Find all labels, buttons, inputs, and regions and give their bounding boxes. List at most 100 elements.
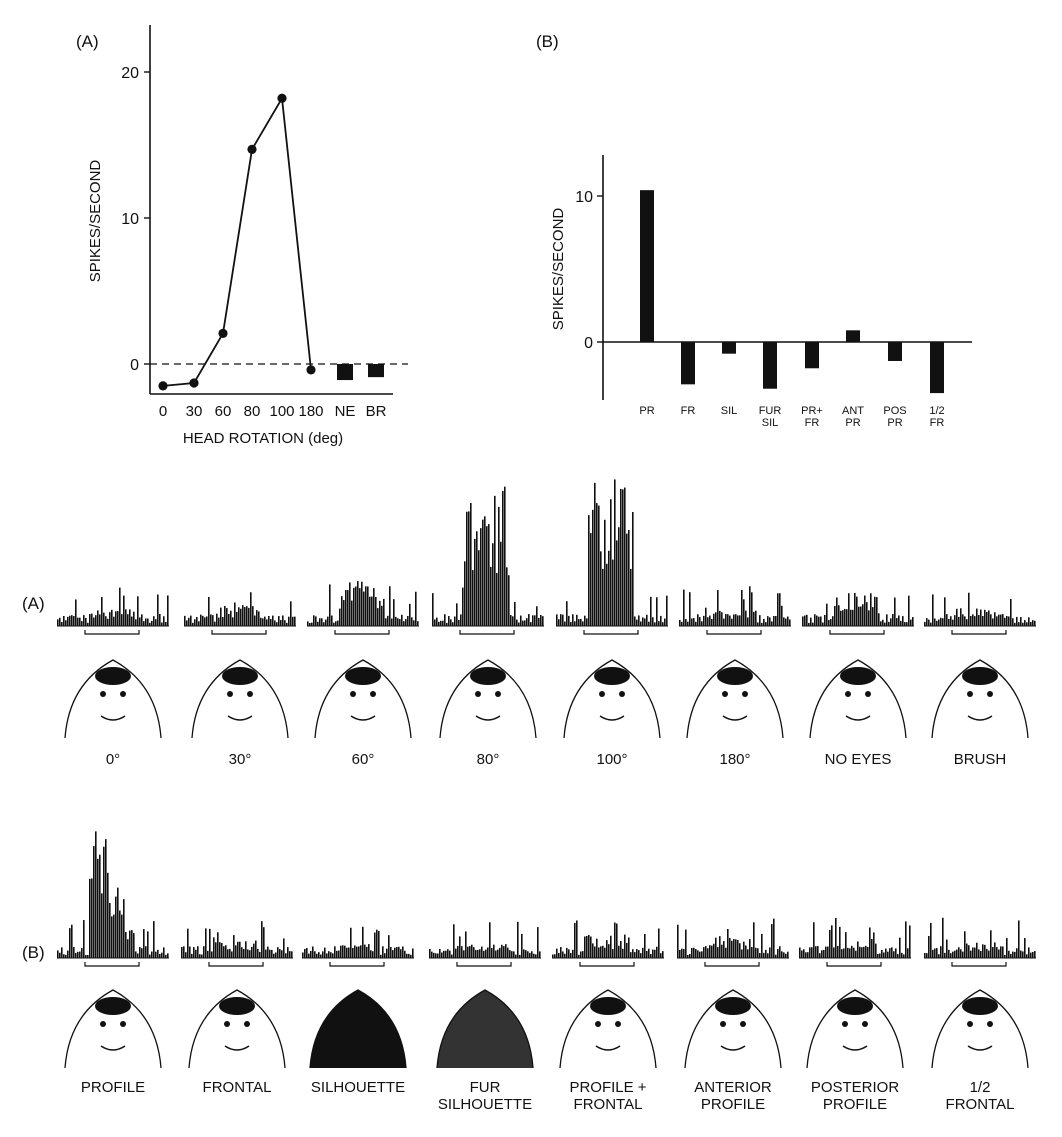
condition-label: PROFILE bbox=[823, 1096, 887, 1113]
histogram-bin bbox=[787, 951, 789, 958]
histogram-bin bbox=[990, 614, 992, 626]
head-rotation-line-chart: (A) 0 10 20 SPIKES/SECOND 0 30 60 80 100 180 NE BR HE… bbox=[76, 25, 408, 447]
stimulus-mouth bbox=[227, 715, 253, 721]
stimulus-fur-patch bbox=[95, 997, 131, 1015]
histogram-bin bbox=[572, 614, 574, 626]
histogram-bin bbox=[650, 596, 652, 626]
histogram-bin bbox=[873, 932, 875, 958]
stimulus-eye bbox=[720, 1021, 726, 1027]
histogram-bin bbox=[833, 947, 835, 958]
histogram-bin bbox=[586, 618, 588, 626]
histogram-bin bbox=[777, 949, 779, 958]
stimulus-mouth bbox=[967, 715, 993, 721]
histogram-bin bbox=[677, 924, 679, 958]
histogram-bin bbox=[370, 950, 372, 958]
histogram-bin bbox=[125, 609, 127, 626]
histogram-bin bbox=[630, 568, 632, 626]
histogram-bin bbox=[594, 946, 596, 958]
stimulus-image bbox=[559, 989, 657, 1069]
stimulus-bracket bbox=[211, 630, 267, 635]
stimulus-fur-patch bbox=[95, 667, 131, 685]
histogram-bin bbox=[129, 930, 131, 958]
histogram-bin bbox=[606, 563, 608, 626]
histogram-bin bbox=[442, 620, 444, 626]
histogram-bin bbox=[761, 933, 763, 958]
histogram-bin bbox=[845, 932, 847, 958]
histogram-bin bbox=[236, 611, 238, 626]
histogram-bin bbox=[753, 611, 755, 626]
histogram-bin bbox=[376, 929, 378, 958]
histogram-bin bbox=[515, 954, 517, 958]
histogram-bin bbox=[592, 509, 594, 626]
x-tick-label: 80 bbox=[244, 403, 261, 420]
histogram-bin bbox=[751, 592, 753, 626]
histogram-bin bbox=[403, 621, 405, 626]
histogram-bin bbox=[954, 950, 956, 958]
condition-label: PROFILE + bbox=[569, 1079, 646, 1096]
x-tick-label: BR bbox=[366, 403, 387, 420]
histogram-bin bbox=[530, 622, 532, 626]
histogram-bin bbox=[336, 950, 338, 958]
histogram-bin bbox=[938, 619, 940, 626]
histogram-bin bbox=[658, 928, 660, 958]
stimulus-mouth bbox=[100, 715, 126, 721]
histogram-bin bbox=[757, 622, 759, 626]
histogram-bin bbox=[503, 946, 505, 958]
histogram-bin bbox=[391, 618, 393, 626]
histogram-bin bbox=[699, 617, 701, 626]
histogram-bin bbox=[260, 617, 262, 626]
histogram-bin bbox=[743, 941, 745, 958]
histogram-bin bbox=[344, 945, 346, 958]
histogram-bin bbox=[429, 948, 431, 958]
histogram-bin bbox=[488, 524, 490, 626]
condition-label: ANTERIOR bbox=[694, 1079, 772, 1096]
histogram-bin bbox=[946, 614, 948, 626]
stimulus-outline bbox=[684, 989, 782, 1069]
histogram-bin bbox=[153, 616, 155, 626]
histogram-bin bbox=[934, 618, 936, 626]
histogram-bin bbox=[107, 872, 109, 958]
histogram-bin bbox=[860, 606, 862, 626]
histogram-bin bbox=[525, 950, 527, 958]
histogram-bin bbox=[512, 616, 514, 626]
condition-label: FRONTAL bbox=[946, 1096, 1015, 1113]
histogram-bin bbox=[976, 942, 978, 958]
histogram-bin bbox=[1014, 622, 1016, 626]
x-tick-label: 30 bbox=[186, 403, 203, 420]
histogram-bin bbox=[906, 622, 908, 626]
histogram-bin bbox=[348, 947, 350, 958]
histogram-bin bbox=[447, 949, 449, 958]
histogram-bin bbox=[165, 954, 167, 958]
histogram-bin bbox=[289, 951, 291, 958]
histogram-bin bbox=[962, 951, 964, 958]
histogram-bin bbox=[323, 622, 325, 626]
histogram-bin bbox=[256, 610, 258, 626]
histogram-bin bbox=[908, 595, 910, 626]
stimulus-mouth bbox=[100, 1045, 126, 1051]
stimulus-eye bbox=[742, 691, 748, 697]
histogram-bin bbox=[159, 953, 161, 958]
histogram-bin bbox=[147, 618, 149, 626]
stimulus-histogram-row: (B)PROFILE FRONTAL SILHOUETTE FURSILHOUETTE… bbox=[22, 831, 1036, 1113]
histogram-bin bbox=[863, 946, 865, 958]
stimulus-mouth bbox=[595, 1045, 621, 1051]
histogram-bin bbox=[459, 936, 461, 958]
histogram-bin bbox=[315, 616, 317, 626]
histogram-bin bbox=[753, 922, 755, 958]
histogram-bin bbox=[606, 940, 608, 958]
histogram-bin bbox=[703, 947, 705, 958]
histogram-bin bbox=[334, 946, 336, 958]
histogram-bin bbox=[982, 616, 984, 626]
stimulus-image bbox=[191, 659, 289, 739]
histogram-bin bbox=[57, 619, 59, 626]
histogram-bin bbox=[646, 951, 648, 958]
histogram-bin bbox=[701, 951, 703, 958]
histogram-bin bbox=[818, 616, 820, 626]
histogram-bin bbox=[107, 618, 109, 626]
histogram-bin bbox=[930, 922, 932, 958]
histogram-bin bbox=[500, 541, 502, 626]
histogram-bin bbox=[900, 620, 902, 626]
histogram-bin bbox=[235, 945, 237, 958]
histogram-bin bbox=[270, 619, 272, 626]
histogram bbox=[556, 479, 668, 739]
